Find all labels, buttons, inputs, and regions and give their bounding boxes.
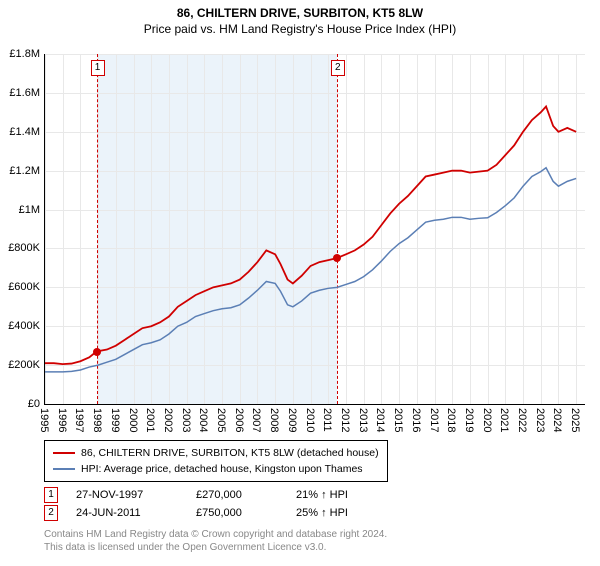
- x-axis-label: 2014: [374, 408, 386, 432]
- x-axis-label: 2024: [551, 408, 563, 432]
- chart-subtitle: Price paid vs. HM Land Registry's House …: [0, 22, 600, 36]
- x-axis-label: 2013: [357, 408, 369, 432]
- legend-swatch: [53, 452, 75, 454]
- sale-index-box: 1: [44, 487, 58, 503]
- x-axis-label: 2006: [233, 408, 245, 432]
- legend-label: 86, CHILTERN DRIVE, SURBITON, KT5 8LW (d…: [81, 445, 379, 461]
- x-axis-label: 1997: [73, 408, 85, 432]
- x-axis-label: 1995: [38, 408, 50, 432]
- series-line: [45, 168, 576, 372]
- x-axis-label: 1996: [56, 408, 68, 432]
- x-axis-label: 2008: [268, 408, 280, 432]
- x-axis-label: 2022: [516, 408, 528, 432]
- y-axis-label: £1.8M: [9, 48, 40, 60]
- sale-price: £750,000: [196, 507, 296, 519]
- y-axis-label: £1.4M: [9, 126, 40, 138]
- y-axis-label: £200K: [8, 359, 40, 371]
- x-axis-label: 2015: [392, 408, 404, 432]
- y-axis-label: £1.2M: [9, 165, 40, 177]
- chart-title: 86, CHILTERN DRIVE, SURBITON, KT5 8LW: [0, 6, 600, 20]
- sales-row: 1 27-NOV-1997 £270,000 21% ↑ HPI: [44, 486, 416, 504]
- y-axis-label: £600K: [8, 281, 40, 293]
- x-axis-label: 2004: [197, 408, 209, 432]
- sales-row: 2 24-JUN-2011 £750,000 25% ↑ HPI: [44, 504, 416, 522]
- series-svg: [45, 54, 585, 404]
- x-axis-label: 2018: [445, 408, 457, 432]
- legend-item: 86, CHILTERN DRIVE, SURBITON, KT5 8LW (d…: [53, 445, 379, 461]
- legend-item: HPI: Average price, detached house, King…: [53, 461, 379, 477]
- x-axis-label: 2025: [569, 408, 581, 432]
- x-axis-label: 2009: [286, 408, 298, 432]
- sale-price: £270,000: [196, 489, 296, 501]
- sale-date: 27-NOV-1997: [76, 489, 196, 501]
- legend: 86, CHILTERN DRIVE, SURBITON, KT5 8LW (d…: [44, 440, 388, 482]
- sale-pct: 25% ↑ HPI: [296, 507, 416, 519]
- x-axis-label: 2023: [534, 408, 546, 432]
- series-line: [45, 107, 576, 365]
- y-axis-label: £400K: [8, 320, 40, 332]
- footer-line: Contains HM Land Registry data © Crown c…: [44, 528, 387, 541]
- x-axis-label: 2020: [481, 408, 493, 432]
- sales-table: 1 27-NOV-1997 £270,000 21% ↑ HPI 2 24-JU…: [44, 486, 416, 522]
- legend-swatch: [53, 468, 75, 470]
- x-axis-label: 2016: [410, 408, 422, 432]
- footer: Contains HM Land Registry data © Crown c…: [44, 528, 387, 554]
- x-axis-label: 2017: [428, 408, 440, 432]
- x-axis-label: 1999: [109, 408, 121, 432]
- chart-area: 12 £0£200K£400K£600K£800K£1M£1.2M£1.4M£1…: [44, 54, 584, 404]
- footer-line: This data is licensed under the Open Gov…: [44, 541, 387, 554]
- x-axis-label: 2021: [498, 408, 510, 432]
- sale-date: 24-JUN-2011: [76, 507, 196, 519]
- x-axis-label: 2003: [180, 408, 192, 432]
- x-axis-label: 2010: [304, 408, 316, 432]
- x-axis-label: 2001: [144, 408, 156, 432]
- x-axis-label: 2000: [127, 408, 139, 432]
- plot: 12: [44, 54, 585, 405]
- x-axis-label: 2002: [162, 408, 174, 432]
- legend-label: HPI: Average price, detached house, King…: [81, 461, 363, 477]
- x-axis-label: 2012: [339, 408, 351, 432]
- sale-pct: 21% ↑ HPI: [296, 489, 416, 501]
- x-axis-label: 1998: [91, 408, 103, 432]
- y-axis-label: £1M: [19, 204, 40, 216]
- x-axis-label: 2011: [321, 408, 333, 432]
- x-axis-label: 2005: [215, 408, 227, 432]
- x-axis-label: 2019: [463, 408, 475, 432]
- sale-index-box: 2: [44, 505, 58, 521]
- y-axis-label: £800K: [8, 242, 40, 254]
- y-axis-label: £1.6M: [9, 87, 40, 99]
- x-axis-label: 2007: [250, 408, 262, 432]
